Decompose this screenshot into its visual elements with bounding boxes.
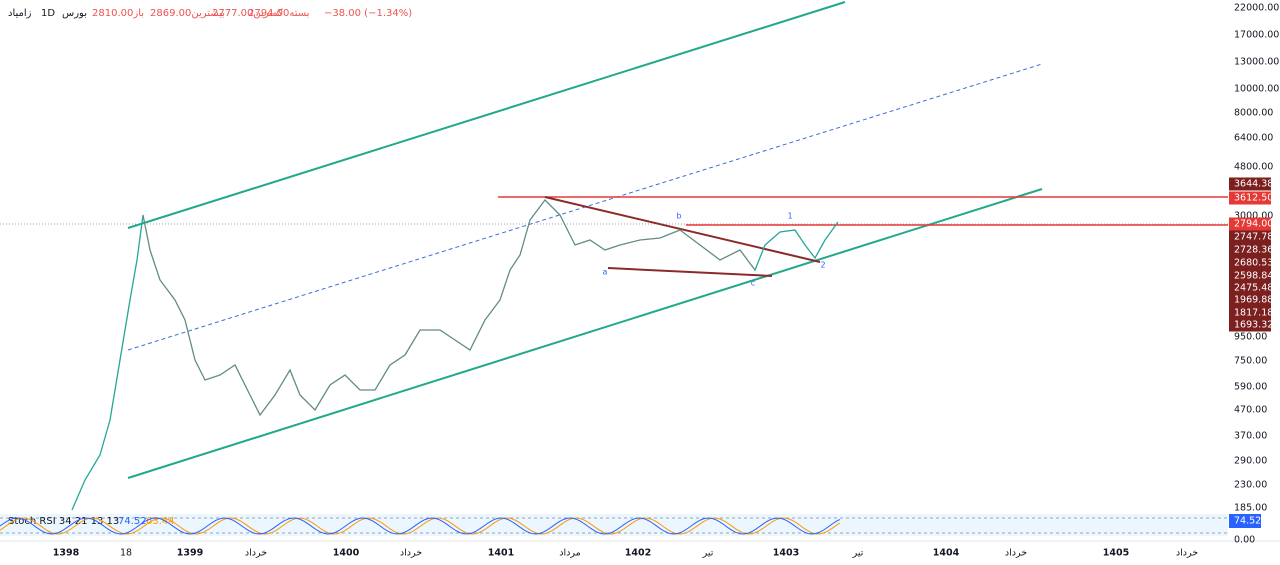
- time-axis-label: خرداد: [1176, 548, 1198, 559]
- triangle-line: [544, 196, 821, 263]
- price-tag: [1229, 243, 1271, 257]
- symbol: زامیاد: [8, 8, 32, 19]
- wave-label: 1: [787, 212, 792, 221]
- price-axis-label: 185.00: [1234, 503, 1267, 514]
- lower-channel: [127, 188, 1043, 479]
- price-tag-text: 2794.00: [1234, 219, 1273, 230]
- wave-label: 2: [820, 261, 825, 270]
- time-axis-label: 1403: [773, 548, 799, 559]
- price-axis-label: 590.00: [1234, 382, 1267, 393]
- price-tag: [1229, 191, 1271, 205]
- change: −38.00 (−1.34%): [324, 8, 412, 19]
- stoch-k: [0, 517, 841, 535]
- price-tag-text: 2680.53: [1234, 258, 1273, 269]
- interval: 1D: [41, 8, 55, 19]
- time-axis-label: 1400: [333, 548, 360, 559]
- price-tag-text: 1969.88: [1234, 295, 1273, 306]
- price-tag: [1229, 281, 1271, 295]
- time-axis-label: 18: [120, 548, 132, 559]
- price-axis-label: 8000.00: [1234, 108, 1273, 119]
- price-tag: [1229, 318, 1271, 332]
- time-axis-label: خرداد: [245, 548, 267, 559]
- price-tag: [1229, 293, 1271, 307]
- price-axis-label: 750.00: [1234, 356, 1267, 367]
- price-tag-text: 3612.50: [1234, 193, 1273, 204]
- price-path-shadow: [142, 199, 756, 416]
- price-tag-text: 1693.32: [1234, 320, 1273, 331]
- time-axis-label: 1405: [1103, 548, 1129, 559]
- price-tag: [1229, 256, 1271, 270]
- triangle-line: [607, 267, 773, 277]
- price-axis-label: 6400.00: [1234, 133, 1273, 144]
- stoch-d: [0, 517, 841, 535]
- indicator-tag: [1229, 514, 1261, 528]
- time-axis-label: خرداد: [400, 548, 422, 559]
- wave-label: a: [603, 268, 608, 277]
- price-tag-text: 3644.38: [1234, 179, 1273, 190]
- indicator-k: 74.52: [118, 516, 147, 527]
- time-axis-label: 1401: [488, 548, 514, 559]
- time-axis-label: 1402: [625, 548, 651, 559]
- price-axis-label: 22000.00: [1234, 3, 1279, 14]
- price-tag: [1229, 269, 1271, 283]
- wave-label: c: [751, 279, 755, 288]
- price-tag-text: 1817.18: [1234, 308, 1273, 319]
- price-tag-text: 2728.36: [1234, 245, 1273, 256]
- time-axis-label: تیر: [702, 548, 714, 559]
- price-axis-label: 4800.00: [1234, 162, 1273, 173]
- price-axis-label: 470.00: [1234, 405, 1267, 416]
- indicator-axis-label: 0.00: [1234, 535, 1255, 546]
- time-axis-label: 1398: [53, 548, 80, 559]
- price-axis-label: 17000.00: [1234, 30, 1279, 41]
- close: بسته2794.00: [248, 8, 309, 19]
- time-axis-label: تیر: [852, 548, 864, 559]
- price-axis-label: 13000.00: [1234, 57, 1279, 68]
- indicator-label: Stoch RSI 34 21 13 13: [8, 516, 119, 527]
- low: کمترین2777.00: [212, 8, 283, 19]
- price-axis-label: 3000.00: [1234, 211, 1273, 222]
- time-axis-label: خرداد: [1005, 548, 1027, 559]
- upper-channel: [127, 1, 846, 229]
- price-axis-label: 10000.00: [1234, 84, 1279, 95]
- price-tag-text: 2747.78: [1234, 232, 1273, 243]
- time-axis-label: 1399: [177, 548, 203, 559]
- price-tag: [1229, 230, 1271, 244]
- open: باز2810.00: [92, 8, 144, 19]
- time-axis-label: 1404: [933, 548, 960, 559]
- price-axis-label: 230.00: [1234, 480, 1267, 491]
- price-tag: [1229, 306, 1271, 320]
- high: بیشترین2869.00: [150, 8, 225, 19]
- price-axis-label: 950.00: [1234, 332, 1267, 343]
- price-tag-text: 2598.84: [1234, 271, 1273, 282]
- price-tag-text: 2475.48: [1234, 283, 1273, 294]
- time-axis-label: مرداد: [559, 548, 580, 559]
- price-tag: [1229, 217, 1271, 231]
- price-tag: [1229, 177, 1271, 191]
- indicator-d: 63.44: [146, 516, 175, 527]
- indicator-tag-text: 74.52: [1234, 516, 1261, 527]
- price-axis-label: 290.00: [1234, 456, 1267, 467]
- price-axis-label: 370.00: [1234, 431, 1267, 442]
- exchange: بورس: [62, 8, 87, 19]
- wave-label: b: [676, 212, 681, 221]
